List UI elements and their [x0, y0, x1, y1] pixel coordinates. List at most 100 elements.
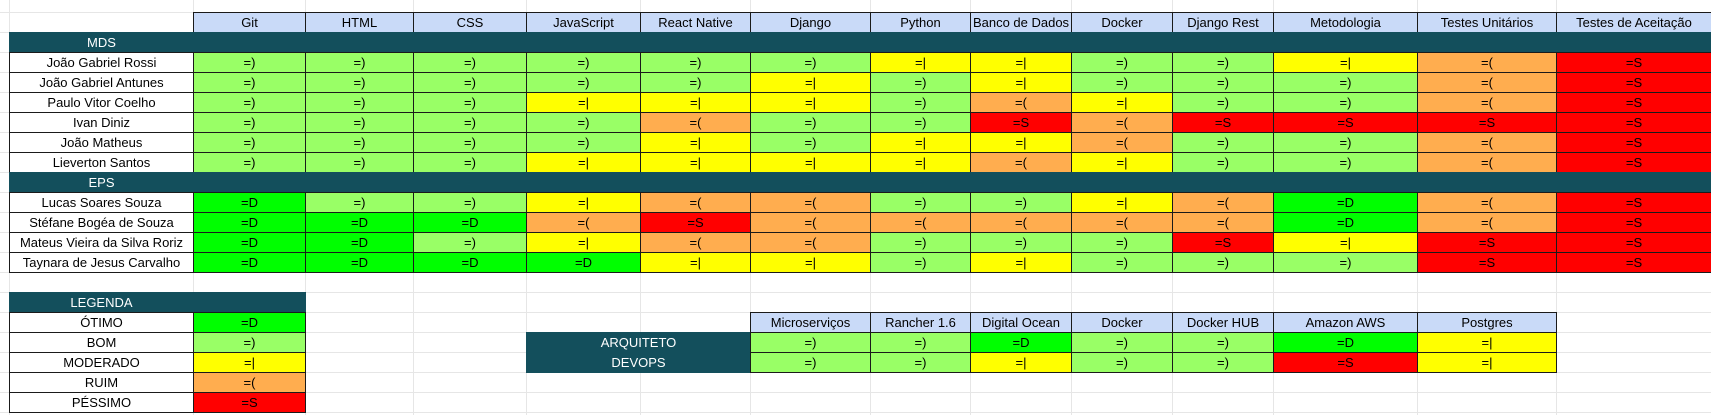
column-header[interactable]: Django	[750, 12, 871, 33]
member-name[interactable]: João Matheus	[9, 132, 194, 153]
rating-cell[interactable]: =D	[305, 232, 414, 253]
column-header[interactable]: Django Rest	[1172, 12, 1274, 33]
rating-cell[interactable]: =(	[750, 212, 871, 233]
rating-cell[interactable]: =|	[640, 152, 751, 173]
rating-cell[interactable]: =)	[1071, 52, 1173, 73]
rating-cell[interactable]: =)	[1172, 152, 1274, 173]
legend-swatch[interactable]: =D	[193, 312, 306, 333]
rating-cell[interactable]: =)	[870, 112, 971, 133]
rating-cell[interactable]: =(	[1417, 192, 1557, 213]
rating-cell[interactable]: =(	[640, 232, 751, 253]
infra-rating-cell[interactable]: =D	[970, 332, 1072, 353]
infra-column-header[interactable]: Microserviços	[750, 312, 871, 333]
rating-cell[interactable]: =)	[1273, 92, 1418, 113]
legend-label[interactable]: PÉSSIMO	[9, 392, 194, 413]
rating-cell[interactable]: =|	[1071, 92, 1173, 113]
rating-cell[interactable]: =(	[1417, 152, 1557, 173]
rating-cell[interactable]: =(	[1417, 212, 1557, 233]
group-header-band[interactable]	[193, 172, 1711, 193]
rating-cell[interactable]: =)	[413, 112, 527, 133]
rating-cell[interactable]: =(	[870, 212, 971, 233]
group-header-band[interactable]	[193, 32, 1711, 53]
rating-cell[interactable]: =|	[640, 132, 751, 153]
column-header[interactable]: JavaScript	[526, 12, 641, 33]
rating-cell[interactable]: =|	[970, 52, 1072, 73]
rating-cell[interactable]: =(	[1172, 212, 1274, 233]
rating-cell[interactable]: =|	[1273, 52, 1418, 73]
member-name[interactable]: Lucas Soares Souza	[9, 192, 194, 213]
rating-cell[interactable]: =|	[640, 92, 751, 113]
rating-cell[interactable]: =D	[413, 212, 527, 233]
infra-rating-cell[interactable]: =|	[970, 352, 1072, 373]
rating-cell[interactable]: =D	[413, 252, 527, 273]
rating-cell[interactable]: =D	[193, 192, 306, 213]
rating-cell[interactable]: =S	[1556, 112, 1711, 133]
infra-rating-cell[interactable]: =)	[750, 352, 871, 373]
rating-cell[interactable]: =|	[1071, 152, 1173, 173]
rating-cell[interactable]: =(	[970, 92, 1072, 113]
rating-cell[interactable]: =(	[1071, 212, 1173, 233]
rating-cell[interactable]: =)	[750, 132, 871, 153]
rating-cell[interactable]: =)	[1071, 252, 1173, 273]
rating-cell[interactable]: =)	[305, 72, 414, 93]
rating-cell[interactable]: =)	[1172, 92, 1274, 113]
rating-cell[interactable]: =D	[1273, 212, 1418, 233]
rating-cell[interactable]: =)	[413, 232, 527, 253]
rating-cell[interactable]: =)	[413, 72, 527, 93]
member-name[interactable]: João Gabriel Antunes	[9, 72, 194, 93]
rating-cell[interactable]: =)	[1273, 132, 1418, 153]
rating-cell[interactable]: =)	[526, 132, 641, 153]
rating-cell[interactable]: =(	[970, 212, 1072, 233]
rating-cell[interactable]: =)	[305, 152, 414, 173]
rating-cell[interactable]: =D	[193, 252, 306, 273]
legend-label[interactable]: BOM	[9, 332, 194, 353]
rating-cell[interactable]: =|	[870, 132, 971, 153]
rating-cell[interactable]: =|	[526, 152, 641, 173]
rating-cell[interactable]: =S	[1556, 152, 1711, 173]
infra-rating-cell[interactable]: =)	[870, 352, 971, 373]
rating-cell[interactable]: =)	[1273, 72, 1418, 93]
rating-cell[interactable]: =S	[1273, 112, 1418, 133]
infra-column-header[interactable]: Docker	[1071, 312, 1173, 333]
rating-cell[interactable]: =|	[1071, 192, 1173, 213]
member-name[interactable]: Ivan Diniz	[9, 112, 194, 133]
rating-cell[interactable]: =|	[970, 132, 1072, 153]
rating-cell[interactable]: =S	[1172, 232, 1274, 253]
rating-cell[interactable]: =|	[526, 92, 641, 113]
rating-cell[interactable]: =)	[305, 192, 414, 213]
rating-cell[interactable]: =|	[970, 252, 1072, 273]
rating-cell[interactable]: =)	[193, 72, 306, 93]
rating-cell[interactable]: =)	[870, 92, 971, 113]
infra-column-header[interactable]: Digital Ocean	[970, 312, 1072, 333]
rating-cell[interactable]: =)	[413, 152, 527, 173]
rating-cell[interactable]: =)	[526, 72, 641, 93]
rating-cell[interactable]: =)	[305, 132, 414, 153]
rating-cell[interactable]: =S	[1556, 92, 1711, 113]
column-header[interactable]: Testes Unitários	[1417, 12, 1557, 33]
member-name[interactable]: João Gabriel Rossi	[9, 52, 194, 73]
rating-cell[interactable]: =(	[1417, 72, 1557, 93]
rating-cell[interactable]: =D	[526, 252, 641, 273]
infra-rating-cell[interactable]: =|	[1417, 332, 1557, 353]
member-name[interactable]: Mateus Vieira da Silva Roriz	[9, 232, 194, 253]
rating-cell[interactable]: =(	[970, 152, 1072, 173]
rating-cell[interactable]: =S	[970, 112, 1072, 133]
infra-rating-cell[interactable]: =)	[1172, 332, 1274, 353]
rating-cell[interactable]: =(	[1417, 52, 1557, 73]
rating-cell[interactable]: =)	[870, 252, 971, 273]
rating-cell[interactable]: =|	[526, 232, 641, 253]
rating-cell[interactable]: =(	[640, 112, 751, 133]
rating-cell[interactable]: =|	[640, 252, 751, 273]
rating-cell[interactable]: =|	[750, 72, 871, 93]
legend-swatch[interactable]: =S	[193, 392, 306, 413]
rating-cell[interactable]: =)	[750, 112, 871, 133]
rating-cell[interactable]: =|	[870, 152, 971, 173]
rating-cell[interactable]: =)	[750, 52, 871, 73]
column-header[interactable]: CSS	[413, 12, 527, 33]
rating-cell[interactable]: =)	[526, 112, 641, 133]
rating-cell[interactable]: =S	[1556, 192, 1711, 213]
rating-cell[interactable]: =)	[193, 52, 306, 73]
infra-column-header[interactable]: Amazon AWS	[1273, 312, 1418, 333]
infra-rating-cell[interactable]: =D	[1273, 332, 1418, 353]
